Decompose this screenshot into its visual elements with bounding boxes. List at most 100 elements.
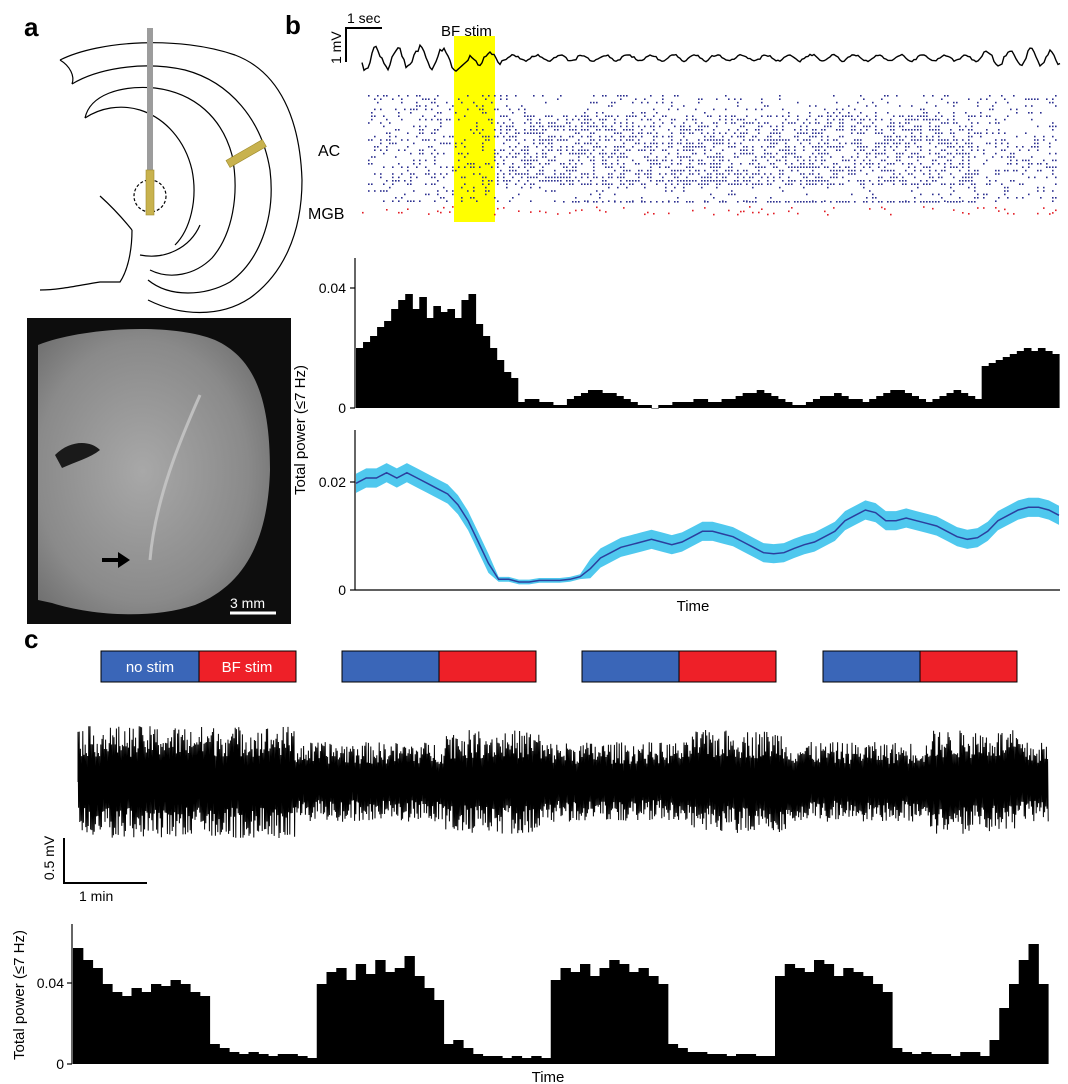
- spike-dot: [746, 149, 748, 151]
- spike-dot: [875, 142, 877, 145]
- spike-dot: [827, 183, 829, 185]
- spike-dot: [383, 95, 385, 97]
- spike-dot: [773, 129, 775, 131]
- spike-dot: [989, 115, 991, 117]
- spike-dot: [899, 105, 901, 107]
- spike-dot: [689, 163, 691, 165]
- spike-dot: [866, 156, 868, 158]
- spike-dot: [1037, 125, 1039, 128]
- spike-dot: [614, 132, 616, 134]
- spike-dot: [938, 173, 940, 175]
- spike-dot: [920, 125, 922, 128]
- spike-dot: [1052, 125, 1054, 128]
- c-hist-bar: [950, 1056, 961, 1064]
- spike-dot: [827, 146, 829, 148]
- spike-dot: [953, 190, 955, 192]
- spike-dot: [1025, 98, 1027, 100]
- spike-dot: [956, 152, 958, 155]
- spike-dot: [692, 115, 694, 117]
- spike-dot: [644, 156, 646, 158]
- spike-dot: [551, 180, 553, 182]
- spike-dot: [752, 201, 754, 203]
- spike-dot: [761, 108, 763, 111]
- c-hist-bar: [706, 1054, 718, 1064]
- spike-dot: [998, 169, 1000, 172]
- spike-dot: [431, 132, 433, 134]
- spike-dot: [812, 169, 814, 172]
- spike-dot: [1007, 146, 1009, 148]
- spike-dot: [653, 163, 655, 165]
- spike-dot: [743, 118, 745, 121]
- b-hist-bar: [918, 399, 927, 408]
- spike-dot: [821, 163, 823, 165]
- spike-dot: [716, 186, 718, 189]
- spike-dot: [986, 142, 988, 145]
- spike-dot: [800, 180, 802, 182]
- spike-dot: [908, 146, 910, 148]
- spike-dot: [968, 166, 970, 168]
- bf-stim-label: BF stim: [441, 23, 492, 40]
- spike-dot: [449, 108, 451, 111]
- spike-dot: [563, 183, 565, 185]
- spike-dot: [827, 152, 829, 155]
- spike-dot: [818, 166, 820, 168]
- spike-dot: [497, 163, 499, 165]
- spike-dot: [845, 159, 847, 162]
- spike-dot: [377, 146, 379, 148]
- spike-dot: [860, 146, 862, 148]
- spike-dot: [800, 129, 802, 131]
- spike-dot: [497, 176, 499, 179]
- spike-dot: [662, 122, 664, 124]
- spike-dot: [425, 183, 427, 185]
- spike-dot: [713, 163, 715, 165]
- c-scale-bar: [63, 838, 147, 884]
- spike-dot: [851, 129, 853, 131]
- spike-dot: [1016, 135, 1018, 138]
- spike-dot: [908, 118, 910, 121]
- spike-dot: [731, 146, 733, 148]
- spike-dot: [608, 173, 610, 175]
- spike-dot: [482, 112, 484, 114]
- c-hist-bar: [112, 992, 123, 1064]
- spike-dot: [605, 135, 607, 138]
- spike-dot: [368, 183, 370, 185]
- spike-dot: [710, 149, 712, 151]
- spike-dot: [959, 180, 961, 182]
- c-hist-bar: [736, 1054, 747, 1064]
- spike-dot: [929, 169, 931, 172]
- spike-dot: [488, 139, 490, 141]
- spike-dot: [1052, 190, 1054, 192]
- spike-dot: [971, 176, 973, 179]
- spike-dot: [722, 176, 724, 179]
- spike-dot: [647, 169, 649, 172]
- c-hist-bar: [170, 980, 181, 1064]
- spike-dot: [608, 166, 610, 168]
- spike-dot: [644, 149, 646, 151]
- spike-dot: [962, 163, 964, 165]
- spike-dot: [509, 129, 511, 131]
- spike-dot: [836, 201, 838, 203]
- spike-dot: [524, 166, 526, 168]
- spike-dot: [500, 132, 502, 134]
- spike-dot: [593, 149, 595, 151]
- spike-dot: [611, 115, 613, 117]
- spike-dot: [515, 129, 517, 131]
- spike-dot: [776, 115, 778, 117]
- spike-dot: [968, 169, 970, 172]
- spike-dot: [587, 125, 589, 128]
- spike-dot: [932, 159, 934, 162]
- spike-dot: [755, 159, 757, 162]
- spike-dot: [1037, 139, 1039, 141]
- spike-dot: [587, 183, 589, 185]
- spike-dot: [632, 122, 634, 124]
- spike-dot: [599, 152, 601, 155]
- spike-dot: [638, 139, 640, 141]
- spike-dot: [848, 169, 850, 172]
- spike-dot: [683, 190, 685, 192]
- spike-dot: [944, 95, 946, 97]
- spike-dot: [905, 169, 907, 172]
- spike-dot: [416, 166, 418, 168]
- spike-dot: [743, 210, 745, 213]
- spike-dot: [938, 112, 940, 114]
- spike-dot: [596, 146, 598, 148]
